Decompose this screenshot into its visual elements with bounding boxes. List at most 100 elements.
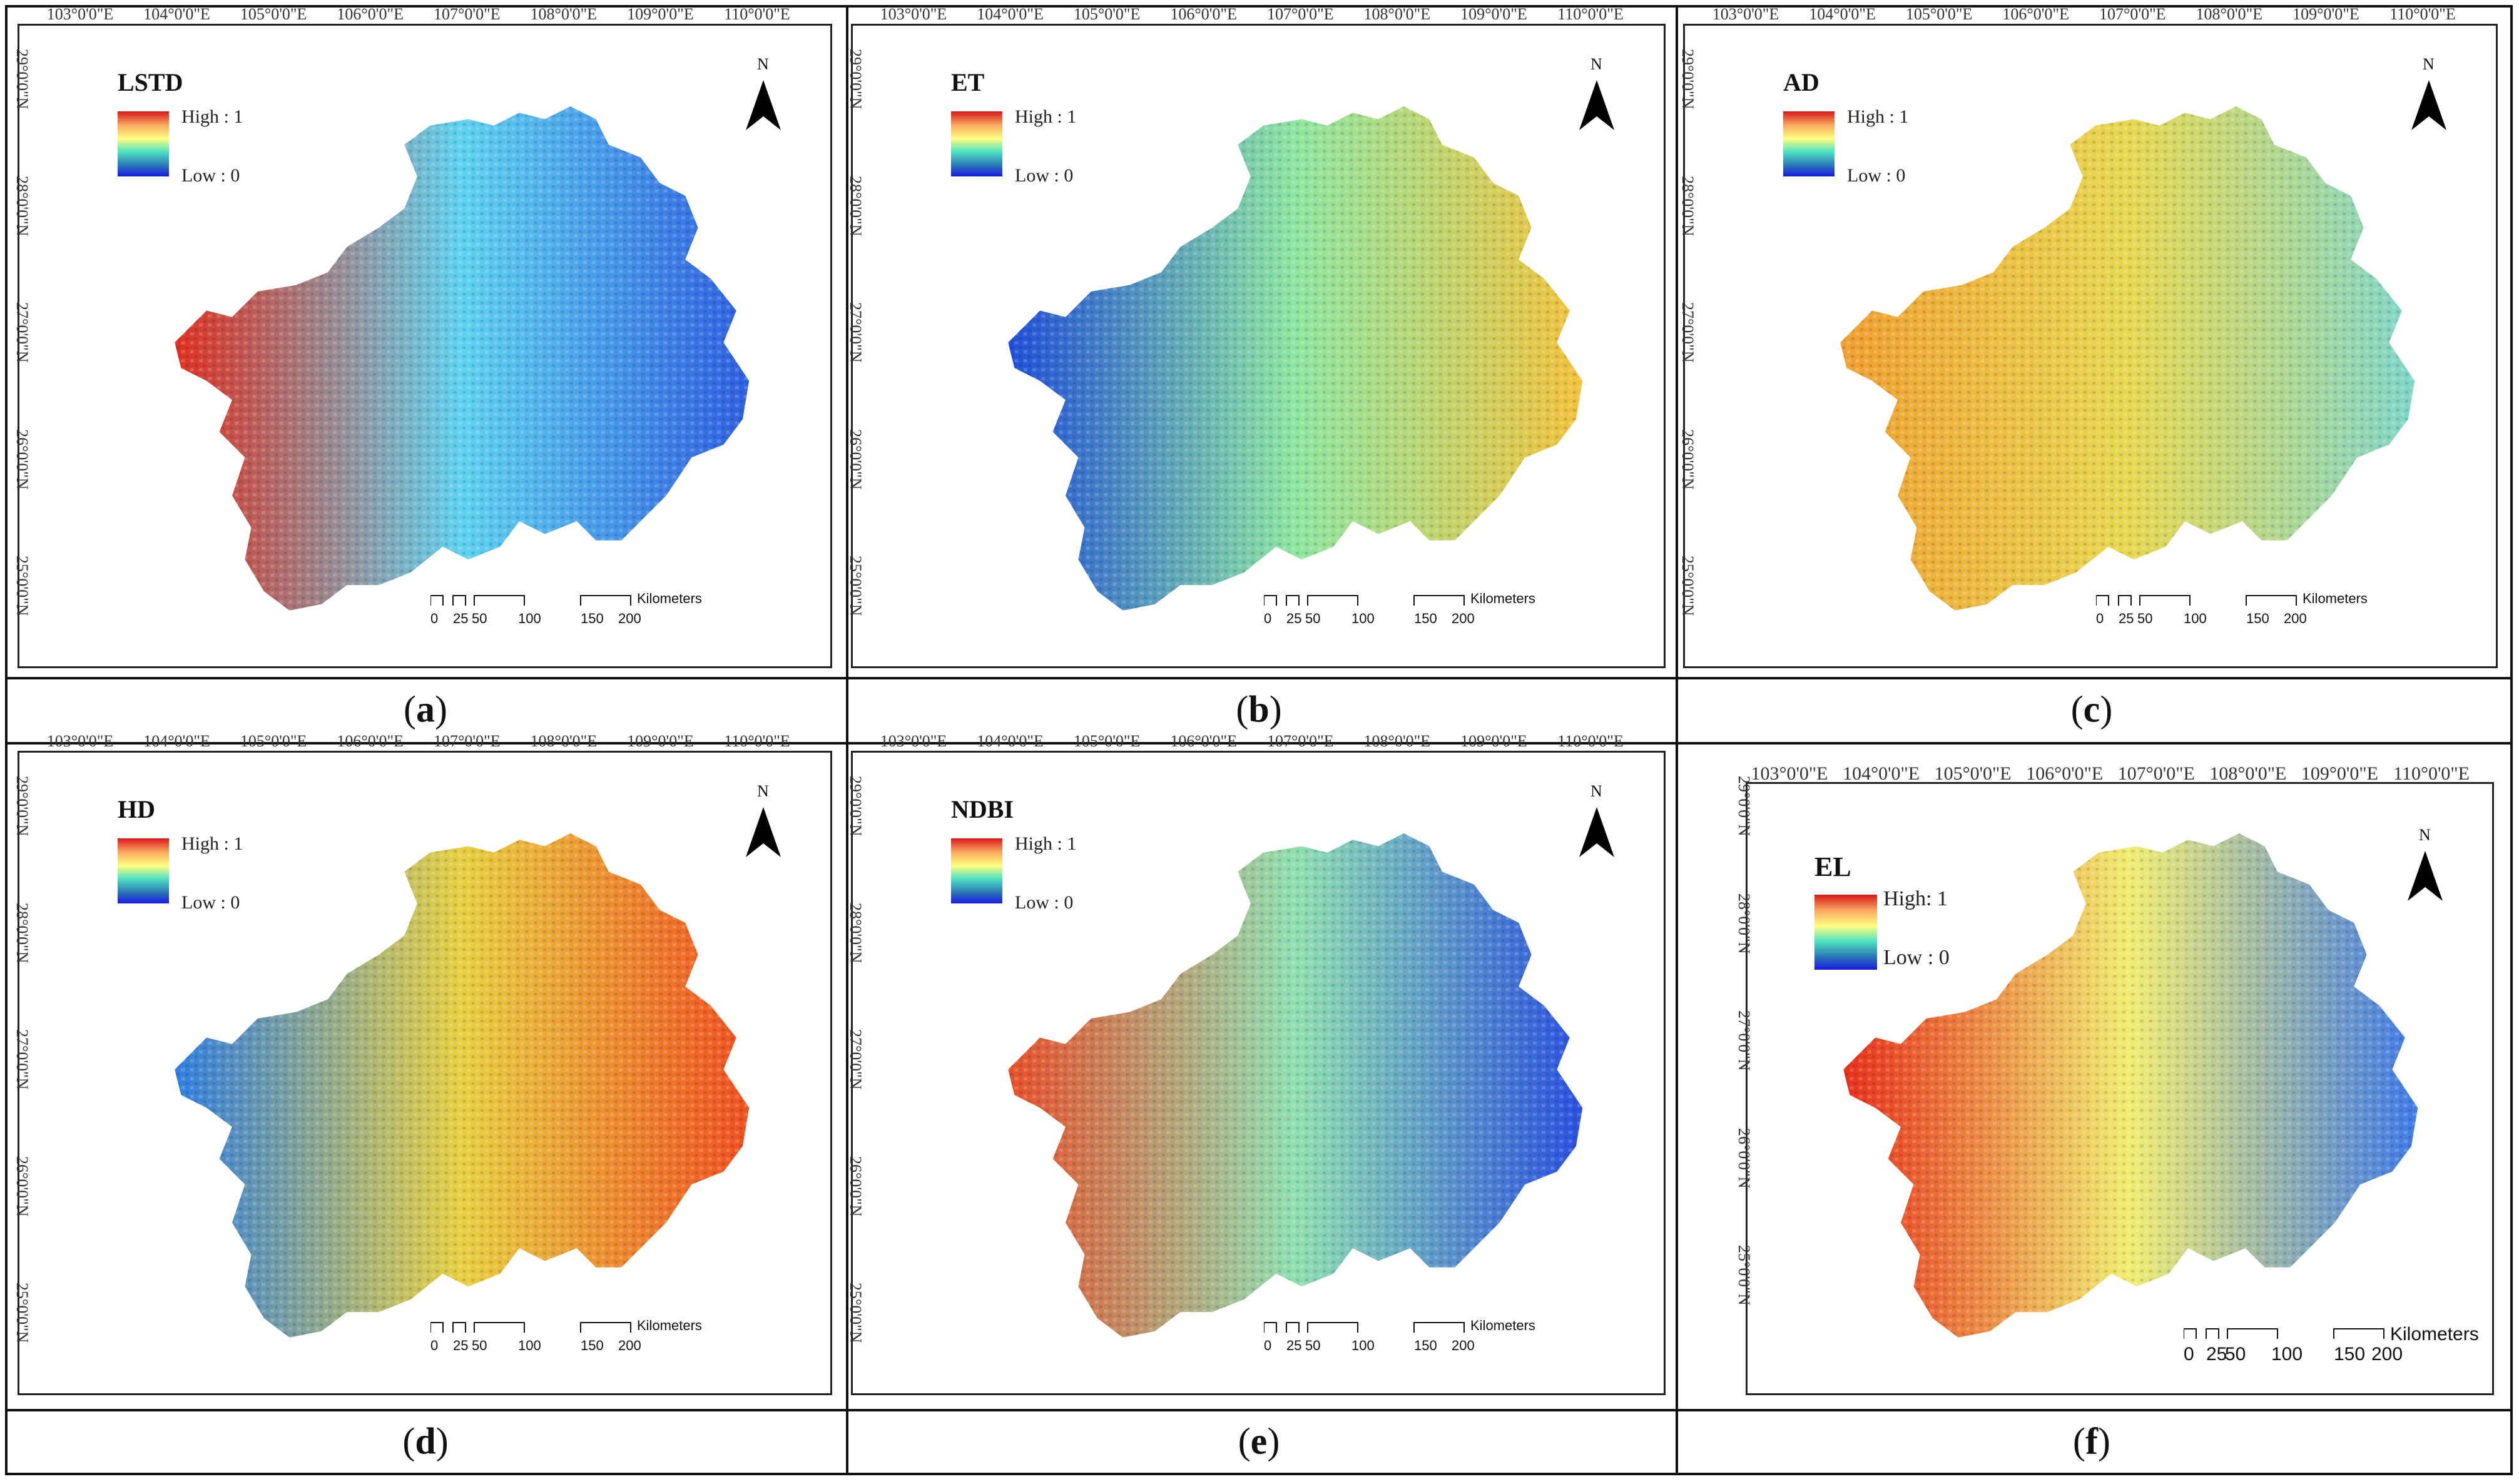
panel-caption-d: (d) xyxy=(402,1420,449,1462)
scale-bar xyxy=(2096,595,2297,606)
legend-high-label: High : 1 xyxy=(181,106,243,127)
panel-caption-c: (c) xyxy=(2070,688,2113,730)
latitude-tick-label: 26°0'0"N xyxy=(13,1156,31,1216)
longitude-tick-label: 104°0'0"E xyxy=(1809,5,1876,23)
panel-caption-a: (a) xyxy=(404,688,447,730)
scale-tick-label: 25 xyxy=(2206,1344,2227,1365)
latitude-tick-label: 25°0'0"N xyxy=(13,556,31,616)
latitude-tick-label: 27°0'0"N xyxy=(13,302,31,363)
scale-tick-label: 0 xyxy=(2096,611,2104,626)
scale-tick-label: 50 xyxy=(472,1338,487,1353)
caption-letter: a xyxy=(416,688,435,730)
latitude-tick-label: 29°0'0"N xyxy=(13,49,31,109)
longitude-tick-label: 108°0'0"E xyxy=(2209,763,2287,784)
longitude-tick-label: 110°0'0"E xyxy=(1557,732,1624,750)
longitude-tick-label: 107°0'0"E xyxy=(433,732,501,750)
legend-color-ramp xyxy=(951,111,1002,176)
scale-unit-label: Kilometers xyxy=(1470,591,1535,606)
longitude-tick-label: 103°0'0"E xyxy=(1712,5,1779,23)
map-raster-el xyxy=(1843,833,2418,1338)
panel-title: AD xyxy=(1783,68,1819,96)
longitude-tick-label: 106°0'0"E xyxy=(1170,732,1237,750)
longitude-tick-label: 106°0'0"E xyxy=(337,732,404,750)
scale-tick-label: 0 xyxy=(2184,1344,2194,1365)
panel-caption-b: (b) xyxy=(1236,688,1282,730)
scale-tick-label: 50 xyxy=(1305,1338,1321,1353)
legend-color-ramp xyxy=(1814,895,1877,970)
latitude-tick-label: 29°0'0"N xyxy=(1679,49,1697,109)
longitude-tick-label: 104°0'0"E xyxy=(977,732,1044,750)
legend-high-label: High : 1 xyxy=(181,833,243,854)
scale-tick-label: 150 xyxy=(1414,611,1437,626)
north-label: N xyxy=(2423,55,2435,73)
caption-letter: e xyxy=(1250,1420,1268,1462)
scale-tick-label: 0 xyxy=(1264,1338,1272,1353)
longitude-tick-label: 110°0'0"E xyxy=(724,732,790,750)
latitude-tick-label: 26°0'0"N xyxy=(1679,429,1697,489)
latitude-tick-label: 27°0'0"N xyxy=(847,1029,865,1090)
grid-divider-h3 xyxy=(5,1409,2513,1411)
longitude-tick-label: 108°0'0"E xyxy=(1363,5,1431,23)
latitude-tick-label: 27°0'0"N xyxy=(13,1029,31,1090)
scale-tick-label: 150 xyxy=(2334,1344,2366,1365)
longitude-tick-label: 103°0'0"E xyxy=(46,732,114,750)
longitude-tick-label: 110°0'0"E xyxy=(724,5,790,23)
longitude-tick-label: 107°0'0"E xyxy=(2099,5,2166,23)
scale-tick-label: 25 xyxy=(453,611,469,626)
map-raster-ad xyxy=(1840,106,2415,611)
panel-title: NDBI xyxy=(951,795,1014,823)
longitude-tick-label: 103°0'0"E xyxy=(880,5,947,23)
latitude-tick-label: 26°0'0"N xyxy=(847,1156,865,1216)
latitude-tick-label: 25°0'0"N xyxy=(847,1283,865,1343)
grid-divider-h1 xyxy=(5,677,2513,679)
scale-tick-label: 100 xyxy=(2184,611,2207,626)
legend-high-label: High : 1 xyxy=(1015,833,1077,854)
latitude-tick-label: 25°0'0"N xyxy=(847,556,865,616)
scale-tick-label: 150 xyxy=(581,611,604,626)
scale-tick-label: 100 xyxy=(1351,1338,1375,1353)
longitude-tick-label: 109°0'0"E xyxy=(627,732,694,750)
scale-unit-label: Kilometers xyxy=(637,1318,702,1333)
longitude-tick-label: 109°0'0"E xyxy=(1460,732,1527,750)
map-raster-lstd xyxy=(175,106,750,611)
north-label: N xyxy=(2419,826,2431,844)
latitude-tick-label: 27°0'0"N xyxy=(1679,302,1697,363)
panel-title: HD xyxy=(118,795,155,823)
legend-high-label: High : 1 xyxy=(1015,106,1077,127)
north-label: N xyxy=(1590,782,1602,800)
latitude-tick-label: 25°0'0"N xyxy=(1679,556,1697,616)
scale-tick-label: 50 xyxy=(472,611,487,626)
longitude-tick-label: 109°0'0"E xyxy=(627,5,694,23)
longitude-tick-label: 108°0'0"E xyxy=(1363,732,1431,750)
north-arrow-icon xyxy=(746,807,781,857)
legend-high-label: High : 1 xyxy=(1847,106,1909,127)
latitude-tick-label: 28°0'0"N xyxy=(13,175,31,236)
latitude-tick-label: 28°0'0"N xyxy=(13,902,31,963)
scale-bar xyxy=(2184,1328,2384,1339)
scale-tick-label: 100 xyxy=(518,1338,541,1353)
scale-unit-label: Kilometers xyxy=(2390,1324,2479,1344)
scale-unit-label: Kilometers xyxy=(637,591,702,606)
caption-letter: d xyxy=(415,1420,436,1462)
longitude-tick-label: 107°0'0"E xyxy=(433,5,501,23)
longitude-tick-label: 105°0'0"E xyxy=(1073,732,1141,750)
latitude-tick-label: 28°0'0"N xyxy=(1735,893,1753,953)
latitude-tick-label: 27°0'0"N xyxy=(1735,1010,1753,1071)
scale-bar xyxy=(1264,595,1465,606)
legend-low-label: Low : 0 xyxy=(1015,165,1074,186)
latitude-tick-label: 26°0'0"N xyxy=(1735,1127,1753,1188)
longitude-tick-label: 109°0'0"E xyxy=(1460,5,1527,23)
legend-low-label: Low : 0 xyxy=(1015,892,1074,913)
legend-color-ramp xyxy=(118,111,169,176)
grid-divider-v2 xyxy=(1676,5,1678,1475)
latitude-tick-label: 28°0'0"N xyxy=(847,902,865,963)
latitude-tick-label: 28°0'0"N xyxy=(847,175,865,236)
legend-color-ramp xyxy=(951,838,1002,903)
scale-tick-label: 150 xyxy=(581,1338,604,1353)
longitude-tick-label: 103°0'0"E xyxy=(1751,763,1828,784)
north-arrow-icon xyxy=(1579,807,1614,857)
longitude-tick-label: 103°0'0"E xyxy=(880,732,947,750)
grid-divider-v1 xyxy=(846,5,848,1475)
scale-tick-label: 25 xyxy=(1286,1338,1302,1353)
scale-tick-label: 200 xyxy=(1452,1338,1475,1353)
